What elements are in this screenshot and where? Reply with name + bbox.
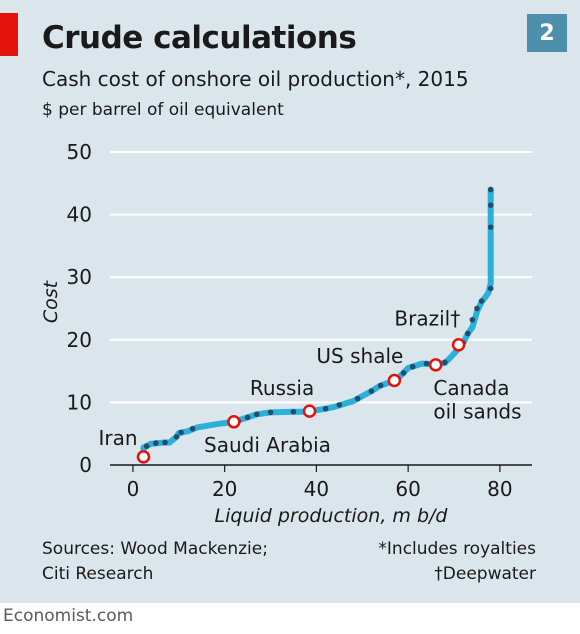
- y-tick-label: 50: [67, 140, 92, 164]
- country-label: Russia: [250, 376, 314, 400]
- oil-cost-chart: 0 10 20 30 40 50 0 20 40 60 80 Liquid production, m…: [40, 140, 532, 527]
- curve-dot: [469, 316, 476, 323]
- y-tick-label: 10: [67, 390, 92, 414]
- footnote-royalties: *Includes royalties: [378, 539, 536, 559]
- y-tick-label: 40: [67, 203, 92, 227]
- chart-subtitle: Cash cost of onshore oil production*, 20…: [42, 67, 469, 91]
- curve-dot: [143, 443, 150, 450]
- chart-number-badge: 2: [527, 14, 567, 52]
- source-line-2: Citi Research: [42, 564, 154, 584]
- curve-dot: [487, 285, 494, 292]
- footnote-deepwater: †Deepwater: [434, 564, 536, 584]
- country-marker: [451, 338, 466, 352]
- footnotes: *Includes royalties †Deepwater: [378, 537, 536, 587]
- curve-dot: [368, 388, 375, 394]
- x-tick-label: 60: [395, 477, 420, 501]
- x-tick-label: 40: [304, 477, 329, 501]
- y-axis-title: Cost: [40, 279, 62, 323]
- curve-dot: [244, 414, 251, 421]
- unit-label: $ per barrel of oil equivalent: [42, 100, 284, 120]
- curve-dot: [253, 411, 260, 418]
- curve-dot: [464, 330, 471, 337]
- country-marker: [136, 450, 151, 464]
- curve-dot: [178, 429, 184, 436]
- curve-dot: [189, 425, 196, 432]
- sources-note: Sources: Wood Mackenzie; Citi Research: [42, 537, 268, 587]
- curve-dot: [474, 305, 480, 312]
- country-label: Brazil†: [394, 306, 460, 330]
- country-label: US shale: [316, 344, 403, 368]
- curve-dot: [487, 202, 494, 209]
- country-label: oil sands: [433, 400, 521, 424]
- curve-dot: [442, 359, 448, 366]
- curve-dot: [409, 363, 416, 370]
- curve-dot: [487, 224, 494, 230]
- x-tick-label: 0: [127, 477, 140, 501]
- curve-dot: [336, 402, 343, 408]
- country-label: Iran: [99, 426, 138, 450]
- curve-dot: [354, 395, 361, 402]
- country-marker: [387, 373, 402, 388]
- curve-dot: [267, 409, 274, 416]
- y-tick-label: 0: [79, 453, 92, 477]
- curve-dot: [400, 370, 407, 376]
- y-tick-label: 20: [67, 328, 92, 352]
- curve-dot: [173, 434, 180, 440]
- country-label: Canada: [433, 376, 509, 400]
- chart-title: Crude calculations: [42, 20, 357, 56]
- source-line-1: Sources: Wood Mackenzie;: [42, 539, 268, 559]
- country-label: Saudi Arabia: [204, 433, 331, 457]
- curve-dot: [478, 298, 485, 304]
- curve-dot: [322, 405, 329, 412]
- curve-dot: [423, 360, 430, 367]
- curve-dot: [153, 440, 159, 446]
- x-axis-title: Liquid production, m b/d: [215, 505, 449, 527]
- country-marker: [227, 415, 241, 429]
- curve-dot: [487, 186, 494, 193]
- x-tick-label: 80: [487, 477, 512, 501]
- curve-dot: [162, 439, 168, 446]
- brand-tab: [0, 13, 18, 56]
- curve-dot: [377, 382, 384, 389]
- brand-credit: Economist.com: [3, 606, 134, 626]
- country-marker: [302, 404, 317, 418]
- x-tick-label: 20: [212, 477, 237, 501]
- curve-dot: [290, 408, 297, 415]
- country-marker: [428, 358, 443, 372]
- y-tick-label: 30: [67, 265, 92, 289]
